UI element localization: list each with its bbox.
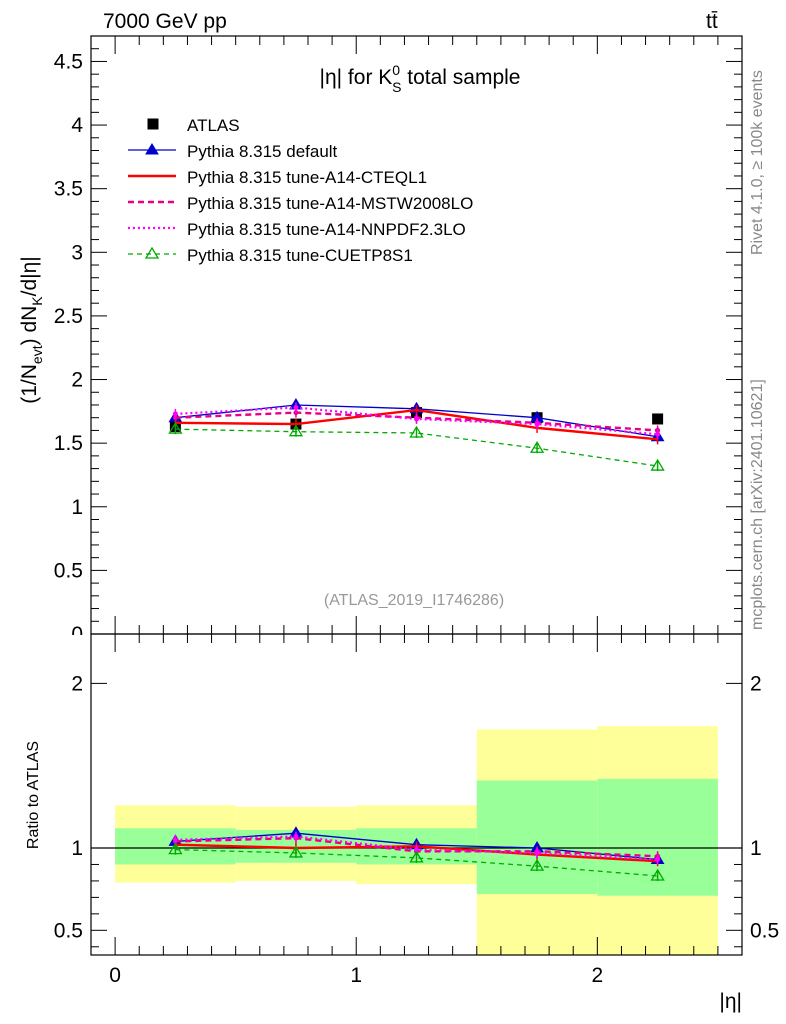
y-tick-label-main: 2	[71, 369, 83, 392]
series-3-point	[655, 431, 661, 437]
series-4-point-ratio	[288, 845, 304, 858]
legend-label-atlas: ATLAS	[187, 116, 240, 135]
series-4-point	[168, 421, 183, 434]
legend-marker-atlas	[147, 118, 159, 130]
y-tick-label-main: 1.5	[54, 432, 83, 455]
y-tick-label-main: 4.5	[54, 50, 83, 73]
y-tick-label-ratio-left: 1	[71, 837, 83, 860]
y-tick-label-ratio-left: 0.5	[54, 919, 83, 942]
band-inner	[476, 780, 598, 895]
y-tick-label-main: 4	[71, 114, 83, 137]
x-tick-label: 0	[109, 964, 121, 987]
series-3-point	[293, 405, 299, 411]
legend-label-1: Pythia 8.315 tune-A14-CTEQL1	[187, 168, 427, 187]
series-4-point-ratio	[168, 842, 183, 855]
ratio-frame	[90, 633, 743, 956]
ratio-panel: 0 1 2 0.5 0.5 1 1 2 2	[54, 633, 779, 987]
series-4-point	[650, 458, 665, 471]
legend-label-0: Pythia 8.315 default	[187, 142, 338, 161]
chart-title: |η| for K0 S total sample	[320, 62, 521, 95]
y-tick-label-main: 3	[71, 241, 83, 264]
series-2-point	[293, 410, 299, 416]
atlas-data-point	[652, 413, 664, 425]
y-tick-label-ratio-right: 1	[750, 837, 762, 860]
series-3-point	[414, 416, 419, 422]
legend: ATLAS Pythia 8.315 default Pythia 8.315 tu…	[128, 116, 473, 265]
series-4-point	[409, 425, 424, 438]
series-3-point	[172, 411, 178, 417]
y-axis-label-ratio: Ratio to ATLAS	[25, 741, 42, 849]
process-label: tt̄	[706, 10, 718, 33]
y-axis-label-main: (1/Nevt) dNK/d|η|	[18, 256, 45, 404]
x-tick-label: 2	[591, 964, 603, 987]
y-tick-label-main: 3.5	[54, 178, 83, 201]
y-tick-label-ratio-right: 2	[750, 672, 762, 695]
legend-label-4: Pythia 8.315 tune-CUETP8S1	[187, 246, 413, 265]
energy-label: 7000 GeV pp	[103, 10, 227, 33]
series-4-point	[529, 440, 545, 453]
series-3-point-ratio	[414, 847, 419, 853]
y-tick-label-ratio-right: 0.5	[750, 919, 779, 942]
x-axis-label: |η|	[719, 990, 742, 1013]
series-4-point	[288, 424, 304, 437]
legend-marker-0	[145, 143, 159, 155]
series-3-point-ratio	[293, 833, 299, 839]
legend-label-2: Pythia 8.315 tune-A14-MSTW2008LO	[187, 194, 473, 213]
series-3-point-ratio	[172, 837, 178, 843]
x-tick-label: 1	[350, 964, 362, 987]
y-tick-label-ratio-left: 2	[71, 672, 83, 695]
series-3-point	[534, 421, 540, 427]
y-tick-label-main: 0.5	[54, 559, 83, 582]
side-label-top: Rivet 4.1.0, ≥ 100k events	[749, 70, 766, 255]
main-panel: 0.5 1 1.5 2 2.5 3 3.5 4 4.5 0	[54, 35, 743, 649]
y-tick-label-main: 1	[71, 496, 83, 519]
zero-label-mask	[60, 635, 90, 649]
legend-label-3: Pythia 8.315 tune-A14-NNPDF2.3LO	[187, 220, 466, 239]
series-3-point-ratio	[534, 850, 540, 856]
series-3-point-ratio	[655, 857, 661, 863]
svg-text:(1/Nevt) dNK/d|η|: (1/Nevt) dNK/d|η|	[18, 256, 45, 404]
side-label-bottom: mcplots.cern.ch [arXiv:2401.10621]	[749, 379, 766, 630]
legend-marker-4	[144, 246, 160, 259]
y-tick-label-main: 2.5	[54, 305, 83, 328]
y-tick-label-main-zero: 0	[71, 623, 83, 646]
series-4-point-ratio	[409, 850, 424, 863]
analysis-id: (ATLAS_2019_I1746286)	[324, 592, 504, 609]
series-4-point-ratio	[529, 858, 545, 871]
series-4-point-ratio	[650, 868, 665, 881]
